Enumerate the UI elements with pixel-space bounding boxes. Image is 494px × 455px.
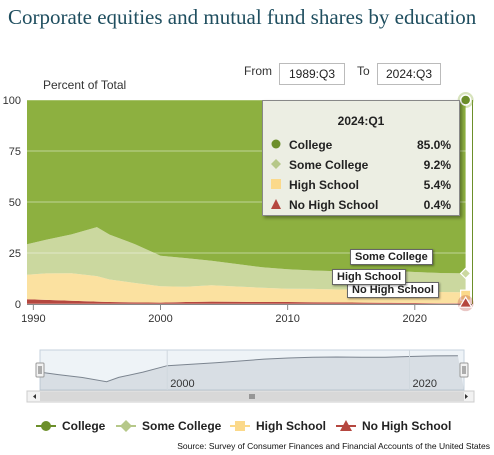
diamond-marker-icon: [271, 159, 281, 169]
tooltip-label: High School: [289, 178, 359, 192]
flag-high-school: High School: [332, 269, 407, 285]
navigator-handle-right[interactable]: [459, 362, 469, 378]
legend-label: Some College: [142, 419, 222, 433]
tooltip-value: 85.0%: [416, 138, 451, 152]
tooltip-row-college: College 85.0%: [271, 137, 451, 153]
y-tick-label: 75: [9, 146, 21, 158]
chart-title: Corporate equities and mutual fund share…: [8, 5, 477, 29]
marker-college: [459, 94, 472, 106]
tooltip-value: 5.4%: [423, 178, 451, 192]
marker-some-college: [459, 267, 472, 280]
marker-no-high-school: [458, 296, 473, 308]
tooltip-row-no-high-school: No High School 0.4%: [271, 197, 451, 213]
range-to-input[interactable]: 2024:Q3: [377, 63, 441, 85]
tooltip-row-some-college: Some College 9.2%: [271, 157, 451, 173]
circle-marker-icon: [36, 421, 56, 431]
navigator[interactable]: 2000 2020: [26, 349, 475, 403]
tooltip-value: 9.2%: [423, 158, 451, 172]
x-tick-label: 2000: [148, 313, 172, 325]
legend-label: No High School: [362, 419, 452, 433]
navigator-line: [39, 355, 458, 383]
range-from-label: From: [244, 64, 272, 78]
tooltip-label: College: [289, 138, 333, 152]
legend-item-high-school[interactable]: High School: [230, 419, 326, 433]
tooltip-label: No High School: [289, 198, 379, 212]
legend: College Some College High School No High…: [30, 419, 490, 437]
legend-item-some-college[interactable]: Some College: [116, 419, 221, 433]
y-tick-label: 25: [9, 248, 21, 260]
tooltip-row-high-school: High School 5.4%: [271, 177, 451, 193]
x-tick-label: 2020: [403, 313, 427, 325]
legend-item-college[interactable]: College: [36, 419, 105, 433]
hover-markers: [457, 92, 474, 312]
legend-label: High School: [256, 419, 326, 433]
y-tick-label: 100: [3, 95, 21, 107]
tooltip-label: Some College: [289, 158, 369, 172]
flag-no-high-school: No High School: [347, 282, 439, 298]
square-marker-icon: [271, 179, 281, 189]
diamond-marker-icon: [116, 420, 136, 432]
area-no-high-school[interactable]: [27, 299, 466, 304]
tooltip: 2024:Q1 College 85.0% Some College 9.2% …: [262, 100, 460, 216]
range-from-input[interactable]: 1989:Q3: [279, 63, 345, 85]
circle-marker-icon: [271, 139, 281, 149]
x-axis: 1990 2000 2010 2020: [21, 304, 472, 325]
scroll-left-icon[interactable]: [33, 394, 36, 399]
navigator-tick-label: 2000: [170, 378, 194, 390]
y-axis-label: Percent of Total: [43, 78, 126, 92]
flag-some-college: Some College: [350, 249, 433, 265]
legend-item-no-high-school[interactable]: No High School: [336, 419, 451, 433]
y-tick-label: 0: [15, 299, 21, 311]
navigator-tick-label: 2020: [412, 378, 436, 390]
legend-label: College: [62, 419, 106, 433]
navigator-area: [40, 355, 464, 390]
x-tick-label: 2010: [275, 313, 299, 325]
navigator-handle-left[interactable]: [35, 362, 45, 378]
tooltip-value: 0.4%: [423, 198, 451, 212]
triangle-marker-icon: [271, 199, 281, 209]
source-note: Source: Survey of Consumer Finances and …: [177, 441, 490, 451]
scroll-right-icon[interactable]: [465, 394, 468, 399]
y-axis: 0 25 50 75 100: [3, 95, 21, 311]
x-tick-label: 1990: [21, 313, 45, 325]
square-marker-icon: [230, 421, 250, 431]
range-to-label: To: [357, 64, 370, 78]
triangle-marker-icon: [336, 420, 356, 431]
tooltip-date: 2024:Q1: [337, 114, 385, 128]
y-tick-label: 50: [9, 197, 21, 209]
